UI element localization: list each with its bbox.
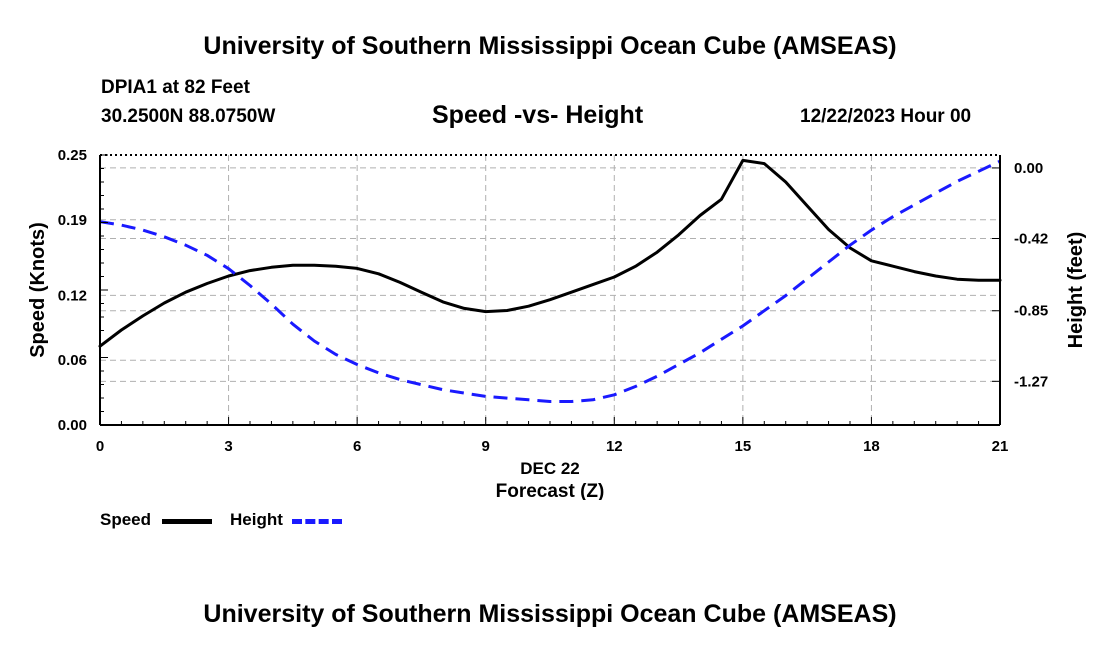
y2-tick-label: -1.27 — [1014, 373, 1048, 390]
tick-labels: 0 3 6 9 12 15 18 21 0.00 0.06 0.12 0.19 0.25 0.00 -0.4… — [58, 147, 1048, 455]
y-tick-label: 0.06 — [58, 352, 87, 369]
x-tick-label: 3 — [224, 438, 232, 455]
x-tick-label: 12 — [606, 438, 623, 455]
footer-title: University of Southern Mississippi Ocean… — [203, 600, 897, 628]
tick-marks — [99, 154, 1001, 426]
x-tick-label: 18 — [863, 438, 880, 455]
x-axis-date-label: DEC 22 — [520, 459, 580, 478]
station-coordinates: 30.2500N 88.0750W — [101, 106, 276, 127]
y-tick-label: 0.00 — [58, 417, 87, 434]
legend-speed-label: Speed — [100, 510, 152, 529]
x-tick-label: 0 — [96, 438, 104, 455]
x-tick-label: 21 — [992, 438, 1009, 455]
chart-subtitle: Speed -vs- Height — [432, 101, 644, 129]
series-line-height — [99, 159, 1001, 403]
speed-height-chart: 0 3 6 9 12 15 18 21 0.00 0.06 0.12 0.19 0.25 0.00 -0.4… — [27, 147, 1087, 500]
x-tick-label: 9 — [482, 438, 490, 455]
grid-lines — [100, 155, 1000, 425]
legend-height-label: Height — [230, 510, 283, 529]
x-axis-title: Forecast (Z) — [496, 481, 605, 500]
legend-height-swatch — [292, 519, 342, 524]
y-tick-label: 0.19 — [58, 212, 87, 229]
y-tick-label: 0.25 — [58, 147, 87, 164]
forecast-datetime: 12/22/2023 Hour 00 — [800, 106, 972, 127]
y2-tick-label: 0.00 — [1014, 160, 1043, 177]
y2-tick-label: -0.85 — [1014, 303, 1048, 320]
axes — [99, 154, 1001, 426]
series-lines — [98, 158, 1002, 403]
chart-title: University of Southern Mississippi Ocean… — [203, 32, 897, 60]
y-axis-title: Speed (Knots) — [27, 222, 49, 358]
series-line-speed — [98, 158, 1002, 348]
station-label: DPIA1 at 82 Feet — [101, 77, 250, 98]
legend-speed-swatch — [162, 519, 212, 524]
y2-tick-label: -0.42 — [1014, 231, 1048, 248]
x-tick-label: 15 — [735, 438, 752, 455]
y-tick-label: 0.12 — [58, 287, 87, 304]
y2-axis-title: Height (feet) — [1065, 232, 1087, 349]
x-tick-label: 6 — [353, 438, 361, 455]
